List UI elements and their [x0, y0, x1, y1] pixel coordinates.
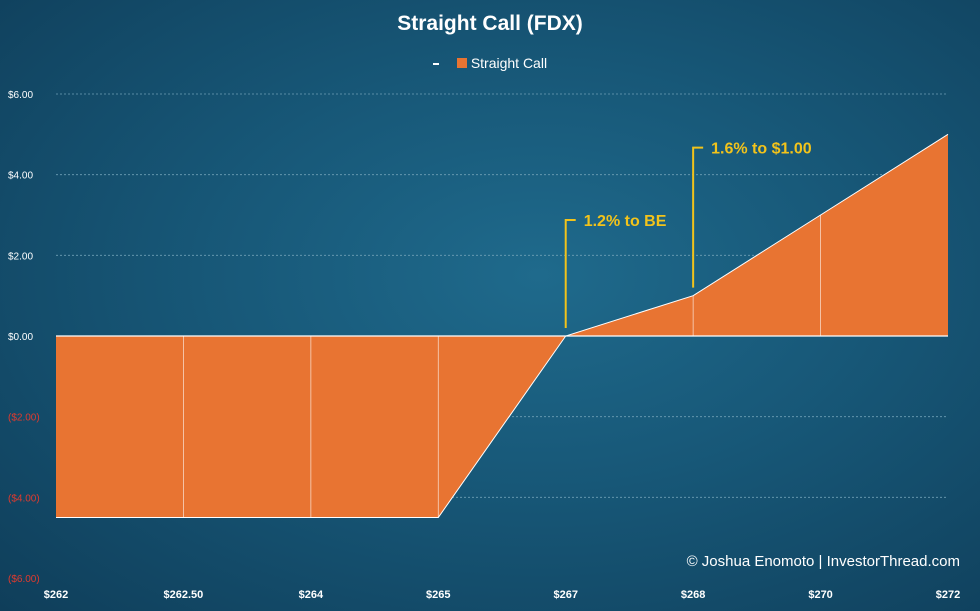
annotation-label: 1.2% to BE: [584, 213, 667, 230]
legend-empty-series-marker: [432, 63, 439, 66]
x-tick-label: $267: [553, 589, 577, 601]
area-series-straight-call: [56, 134, 948, 518]
y-tick-label: $2.00: [8, 251, 33, 262]
y-tick-label: ($6.00): [8, 574, 40, 585]
annotation-bracket: [692, 146, 704, 288]
x-tick-label: $270: [808, 589, 832, 601]
legend-label: Straight Call: [470, 55, 548, 71]
y-tick-label: $0.00: [8, 332, 33, 343]
x-tick-label: $262.50: [164, 589, 204, 601]
legend-item-straight-call: Straight Call: [456, 55, 548, 71]
x-tick-label: $265: [426, 589, 450, 601]
legend: Straight Call: [0, 55, 980, 71]
y-tick-label: $4.00: [8, 171, 33, 182]
x-tick-label: $264: [299, 589, 324, 601]
series-edge-line: [56, 133, 949, 518]
chart-title: Straight Call (FDX): [397, 12, 583, 35]
credit-text: © Joshua Enomoto | InvestorThread.com: [686, 553, 960, 570]
x-tick-label: $272: [936, 589, 960, 601]
x-tick-label: $262: [44, 589, 68, 601]
y-tick-label: ($2.00): [8, 413, 40, 424]
y-tick-label: ($4.00): [8, 493, 40, 504]
annotation-bracket: [564, 219, 576, 328]
x-tick-label: $268: [681, 589, 705, 601]
y-tick-label: $6.00: [8, 90, 33, 101]
legend-swatch: [456, 58, 467, 68]
annotation-label: 1.6% to $1.00: [711, 141, 812, 158]
